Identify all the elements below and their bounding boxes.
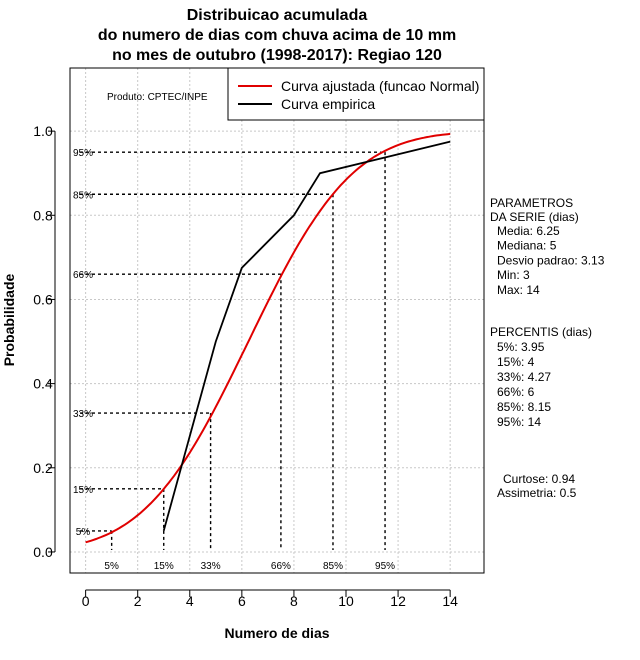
percentile-line: 15%: 4 [497,355,535,369]
series-lines [85,132,451,544]
percentile-label-bottom: 66% [271,561,291,572]
fitted-normal-curve [85,132,451,544]
percentile-line: 95%: 14 [497,415,541,429]
x-axis-title: Numero de dias [224,625,329,641]
percentile-label-left: 95% [73,148,93,159]
parameter-line: Max: 14 [497,283,540,297]
chart-title: Distribuicao acumulada do numero de dias … [98,7,456,64]
percentile-label-left: 85% [73,190,93,201]
legend-entry-label: Curva empirica [281,96,375,112]
parameters-header: PARAMETROS [490,196,573,210]
y-tick-label: 0.4 [33,376,53,392]
legend-box [227,67,485,121]
title-line-2: do numero de dias com chuva acima de 10 … [98,27,456,44]
x-tick-label: 6 [238,593,246,609]
percentile-label-bottom: 33% [201,561,221,572]
product-label: Produto: CPTEC/INPE [107,92,208,103]
x-tick-label: 4 [186,593,194,609]
percentile-markers: 5% 5% 15% 15% 33% 33% 66% 66% 85% 85% 95% 95% [73,148,395,572]
x-tick-label: 12 [390,593,406,609]
x-tick-label: 14 [442,593,458,609]
y-tick-label: 1.0 [33,123,53,139]
percentile-label-bottom: 15% [154,561,174,572]
y-axis: 0.0 0.2 0.4 0.6 0.8 1.0 Probabilidade [1,123,56,560]
shape-stat-line: Assimetria: 0.5 [497,486,577,500]
percentile-label-bottom: 85% [323,561,343,572]
percentile-label-left: 15% [73,485,93,496]
percentile-line: 5%: 3.95 [497,340,545,354]
title-line-1: Distribuicao acumulada [187,7,368,24]
parameter-line: Desvio padrao: 3.13 [497,253,605,267]
percentile-label-bottom: 5% [104,561,119,572]
percentile-line: 85%: 8.15 [497,400,551,414]
percentile-label-left: 33% [73,409,93,420]
x-tick-label: 10 [338,593,354,609]
legend-entry-label: Curva ajustada (funcao Normal) [281,78,479,94]
empirical-curve [162,140,451,532]
percentiles-header: PERCENTIS (dias) [490,325,592,339]
plot-frame [69,67,485,574]
x-tick-label: 8 [290,593,298,609]
y-axis-title: Probabilidade [1,274,17,367]
percentile-label-bottom: 95% [375,561,395,572]
percentile-label-left: 66% [73,270,93,281]
percentile-line: 66%: 6 [497,385,535,399]
legend: Curva ajustada (funcao Normal) Curva empi… [107,67,485,121]
x-axis: 0 2 4 6 8 10 12 14 Numero de dias [82,589,458,641]
y-tick-label: 0.8 [33,207,53,223]
shape-stat-line: Curtose: 0.94 [503,472,575,486]
title-line-3: no mes de outubro (1998-2017): Regiao 12… [112,47,442,64]
percentile-label-left: 5% [76,527,91,538]
percentile-line: 33%: 4.27 [497,370,551,384]
parameter-line: Mediana: 5 [497,239,557,253]
x-tick-label: 2 [134,593,142,609]
y-tick-label: 0.2 [33,460,53,476]
grid [70,68,484,573]
parameter-line: Media: 6.25 [497,224,560,238]
x-tick-label: 0 [82,593,90,609]
y-tick-label: 0.0 [33,544,53,560]
parameter-line: Min: 3 [497,268,530,282]
parameters-header: DA SERIE (dias) [490,210,579,224]
y-tick-label: 0.6 [33,291,53,307]
